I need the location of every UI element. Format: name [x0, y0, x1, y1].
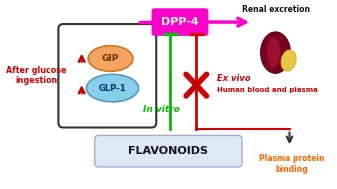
Text: Ex vivo: Ex vivo: [217, 74, 250, 83]
Ellipse shape: [261, 32, 290, 73]
Text: Renal excretion: Renal excretion: [242, 5, 309, 14]
Text: FLAVONOIDS: FLAVONOIDS: [128, 146, 208, 156]
Ellipse shape: [281, 50, 296, 71]
Text: In vitro: In vitro: [143, 105, 179, 114]
Text: After glucose
ingestion: After glucose ingestion: [6, 66, 66, 85]
Ellipse shape: [267, 38, 280, 67]
Text: Human blood and plasma: Human blood and plasma: [217, 87, 317, 93]
Text: GLP-1: GLP-1: [99, 84, 126, 93]
FancyBboxPatch shape: [95, 135, 242, 167]
Text: Plasma protein
binding: Plasma protein binding: [258, 154, 324, 174]
Ellipse shape: [88, 46, 133, 71]
Ellipse shape: [86, 74, 139, 102]
FancyBboxPatch shape: [58, 24, 156, 128]
Text: DPP-4: DPP-4: [161, 17, 199, 27]
Text: GIP: GIP: [102, 54, 119, 63]
FancyBboxPatch shape: [152, 8, 208, 36]
